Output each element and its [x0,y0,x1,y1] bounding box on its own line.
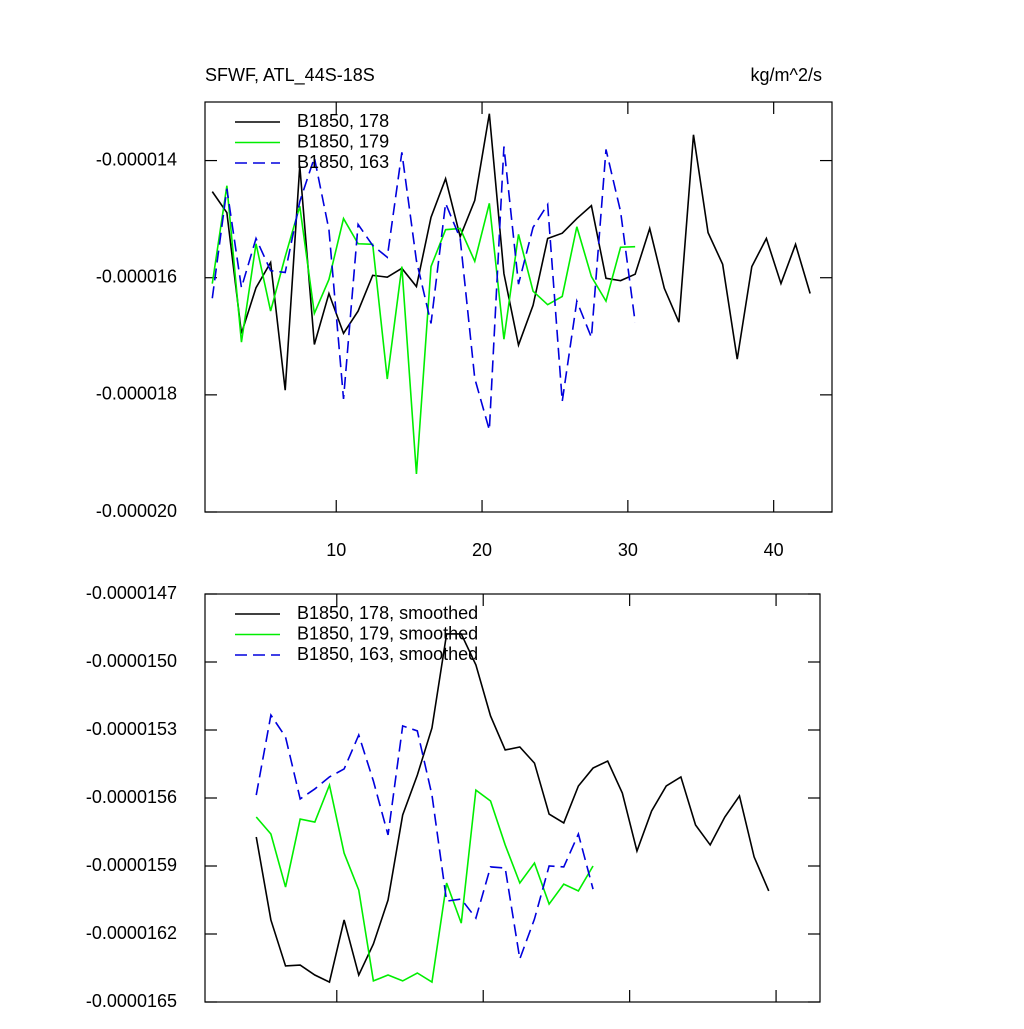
legend-label: B1850, 163 [297,152,389,172]
x-tick-label: 30 [618,540,638,560]
y-tick-label: -0.000020 [96,501,177,521]
y-tick-label: -0.000014 [96,149,177,169]
y-tick-label: -0.0000156 [86,787,177,807]
x-tick-label: 10 [326,540,346,560]
plot-frame [204,101,833,513]
legend-label: B1850, 179, smoothed [297,623,478,643]
data-line [211,146,636,431]
data-line [255,712,594,963]
units-label: kg/m^2/s [751,65,822,85]
y-tick-label: -0.0000162 [86,923,177,943]
y-tick-label: -0.0000153 [86,719,177,739]
y-tick-label: -0.000016 [96,266,177,286]
data-line [255,633,770,984]
legend-label: B1850, 163, smoothed [297,644,478,664]
data-line [255,782,594,984]
y-tick-label: -0.0000150 [86,651,177,671]
y-tick-label: -0.0000165 [86,991,177,1011]
x-tick-label: 40 [764,540,784,560]
legend-label: B1850, 179 [297,131,389,151]
y-tick-label: -0.0000159 [86,855,177,875]
legend-label: B1850, 178, smoothed [297,603,478,623]
y-tick-label: -0.0000147 [86,583,177,603]
data-line [211,113,811,391]
y-tick-label: -0.000018 [96,384,177,404]
legend-label: B1850, 178 [297,111,389,131]
chart-title: SFWF, ATL_44S-18S [205,65,375,86]
x-tick-label: 20 [472,540,492,560]
data-line [211,185,636,474]
